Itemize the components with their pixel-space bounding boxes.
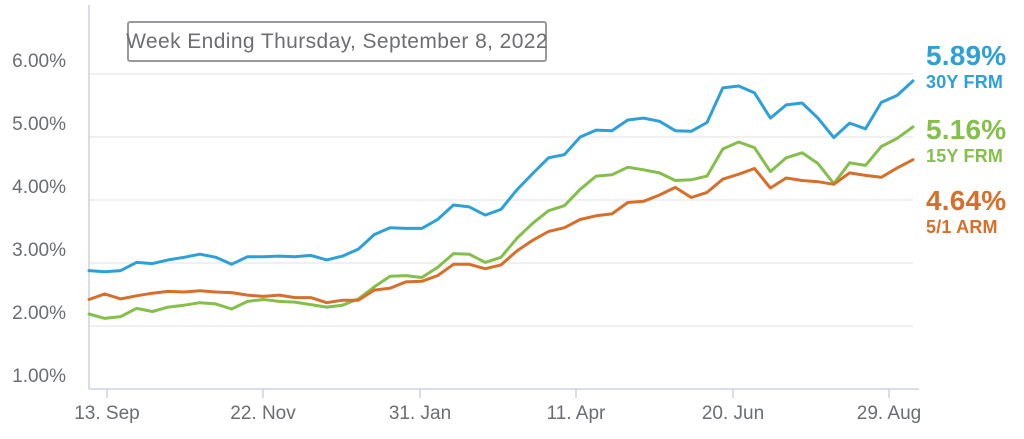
line-15y-frm[interactable] [87, 125, 915, 320]
x-axis-label: 11. Apr [546, 403, 606, 424]
y-axis-label: 1.00% [12, 366, 66, 387]
series-label-5-1-arm: 5/1 ARM [926, 217, 998, 237]
x-axis-label: 20. Jun [701, 403, 765, 424]
chart-title: Week Ending Thursday, September 8, 2022 [126, 29, 548, 53]
x-axis-label: 13. Sep [74, 403, 140, 424]
x-axis-label: 22. Nov [230, 403, 296, 424]
series-label-30y-frm: 30Y FRM [926, 72, 1004, 92]
line-5-1-arm[interactable] [87, 158, 915, 305]
x-axis-label: 31. Jan [388, 403, 452, 424]
series-label-15y-frm: 15Y FRM [926, 146, 1004, 166]
y-axis-label: 2.00% [12, 303, 66, 324]
line-30y-frm[interactable] [87, 79, 915, 274]
series-value-15y-frm: 5.16% [926, 114, 1007, 145]
x-axis-label: 29. Aug [856, 403, 922, 424]
series-value-5-1-arm: 4.64% [926, 185, 1007, 216]
y-axis-label: 4.00% [12, 177, 66, 198]
y-axis-label: 6.00% [12, 51, 66, 72]
y-axis-label: 5.00% [12, 114, 66, 135]
y-axis-label: 3.00% [12, 240, 66, 261]
series-value-30y-frm: 5.89% [926, 40, 1007, 71]
chart-title-box: Week Ending Thursday, September 8, 2022 [126, 21, 548, 62]
